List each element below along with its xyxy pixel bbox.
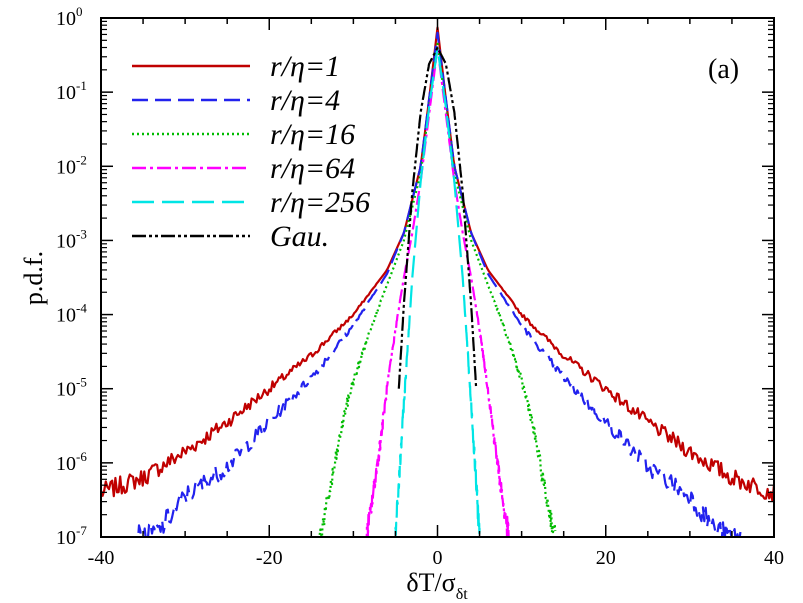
y-axis-title: p.d.f. [19,251,48,305]
plot-frame [100,17,775,538]
y-tick-label: 10-1 [56,78,87,104]
x-tick-label: 0 [433,547,443,569]
legend-label-4: r/η=256 [270,186,370,219]
series-line-5 [397,46,478,389]
y-tick-label: 10-2 [56,152,87,178]
y-tick-label: 100 [56,4,83,30]
panel-label: (a) [708,54,739,85]
x-tick-label: -20 [256,547,283,569]
legend-label-1: r/η=4 [270,84,340,117]
legend-label-3: r/η=64 [270,152,355,185]
y-tick-label: 10-5 [56,375,87,401]
legend-label-0: r/η=1 [270,50,340,83]
y-tick-label: 10-3 [56,226,87,252]
x-tick-label: -40 [88,547,115,569]
legend-label-2: r/η=16 [270,118,355,151]
x-tick-label: 20 [596,547,616,569]
y-tick-label: 10-4 [56,301,87,327]
series-line-2 [318,42,557,537]
legend-label-5: Gau. [270,220,329,253]
series-line-1 [137,31,742,537]
y-tick-label: 10-6 [56,449,87,475]
labels-layer: -40 -20 0 20 40 100 10-1 10-2 10-3 10-4 10-5 10-6 10… [19,4,784,603]
y-tick-label: 10-7 [56,523,87,549]
x-tick-label: 40 [764,547,784,569]
